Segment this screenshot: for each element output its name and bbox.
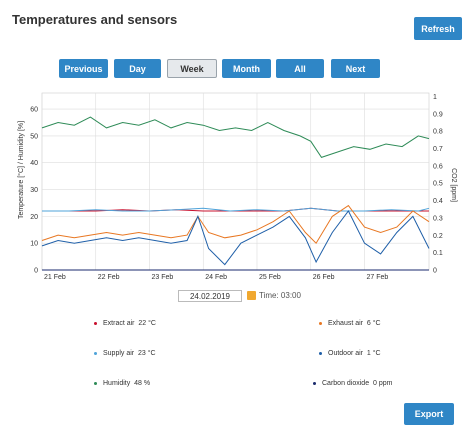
time-label: Time: 03:00 <box>259 291 301 300</box>
y2-tick-label: 0.5 <box>433 181 443 188</box>
chart-series <box>41 116 430 271</box>
series-humidity <box>41 116 430 158</box>
y2-tick-label: 0 <box>433 268 437 275</box>
y-tick-label: 40 <box>30 160 38 167</box>
day-button[interactable]: Day <box>114 59 161 78</box>
legend-dot-icon <box>319 352 322 355</box>
y2-tick-label: 0.8 <box>433 129 443 136</box>
legend-item-supply-air[interactable]: Supply air 23 °C <box>94 350 156 357</box>
y2-tick-label: 0.6 <box>433 163 443 170</box>
x-tick-label: 22 Feb <box>98 274 120 281</box>
x-tick-label: 24 Feb <box>205 274 227 281</box>
y2-tick-label: 0.9 <box>433 111 443 118</box>
x-tick-label: 23 Feb <box>152 274 174 281</box>
calendar-icon[interactable] <box>247 291 256 300</box>
page-title: Temperatures and sensors <box>12 12 178 27</box>
y-axis-ticks: 0 10 20 30 40 50 60 <box>30 107 38 275</box>
y2-tick-label: 0.3 <box>433 215 443 222</box>
legend-dot-icon <box>319 322 322 325</box>
series-supply-air <box>42 207 430 212</box>
y2-tick-label: 0.2 <box>433 233 443 240</box>
chart-grid <box>41 92 430 271</box>
y-axis-label: Temperature [°C] / Humidity [%] <box>17 121 25 219</box>
legend-item-carbon-dioxide[interactable]: Carbon dioxide 0 ppm <box>313 380 392 387</box>
x-axis-ticks: 21 Feb 22 Feb 23 Feb 24 Feb 25 Feb 26 Feb 27 F… <box>44 274 388 281</box>
x-tick-label: 25 Feb <box>259 274 281 281</box>
y2-tick-label: 0.7 <box>433 146 443 153</box>
legend-dot-icon <box>94 322 97 325</box>
y-tick-label: 60 <box>30 107 38 114</box>
legend-item-humidity[interactable]: Humidity 48 % <box>94 380 150 387</box>
legend-dot-icon <box>313 382 316 385</box>
export-button[interactable]: Export <box>404 403 454 425</box>
y-tick-label: 50 <box>30 133 38 140</box>
y-tick-label: 0 <box>34 268 38 275</box>
y2-tick-label: 0.1 <box>433 250 443 257</box>
y-tick-label: 10 <box>30 241 38 248</box>
all-button[interactable]: All <box>276 59 324 78</box>
legend-item-extract-air[interactable]: Extract air 22 °C <box>94 320 156 327</box>
x-tick-label: 27 Feb <box>367 274 389 281</box>
y2-axis-label: CO2 [ppm] <box>450 168 457 202</box>
y2-axis-ticks: 0 0.1 0.2 0.3 0.4 0.5 0.6 0.7 0.8 0.9 1 <box>433 94 443 275</box>
y2-tick-label: 1 <box>433 94 437 101</box>
date-input[interactable]: 24.02.2019 <box>178 290 242 302</box>
legend-dot-icon <box>94 352 97 355</box>
x-tick-label: 26 Feb <box>313 274 335 281</box>
refresh-button[interactable]: Refresh <box>414 17 462 40</box>
x-tick-label: 21 Feb <box>44 274 66 281</box>
legend-item-exhaust-air[interactable]: Exhaust air 6 °C <box>319 320 381 327</box>
previous-button[interactable]: Previous <box>59 59 108 78</box>
y-tick-label: 20 <box>30 214 38 221</box>
series-outdoor-air <box>41 210 430 266</box>
week-button[interactable]: Week <box>167 59 217 78</box>
month-button[interactable]: Month <box>222 59 271 78</box>
next-button[interactable]: Next <box>331 59 380 78</box>
series-exhaust-air <box>41 204 430 245</box>
y-tick-label: 30 <box>30 187 38 194</box>
legend-item-outdoor-air[interactable]: Outdoor air 1 °C <box>319 350 381 357</box>
y2-tick-label: 0.4 <box>433 198 443 205</box>
legend-dot-icon <box>94 382 97 385</box>
